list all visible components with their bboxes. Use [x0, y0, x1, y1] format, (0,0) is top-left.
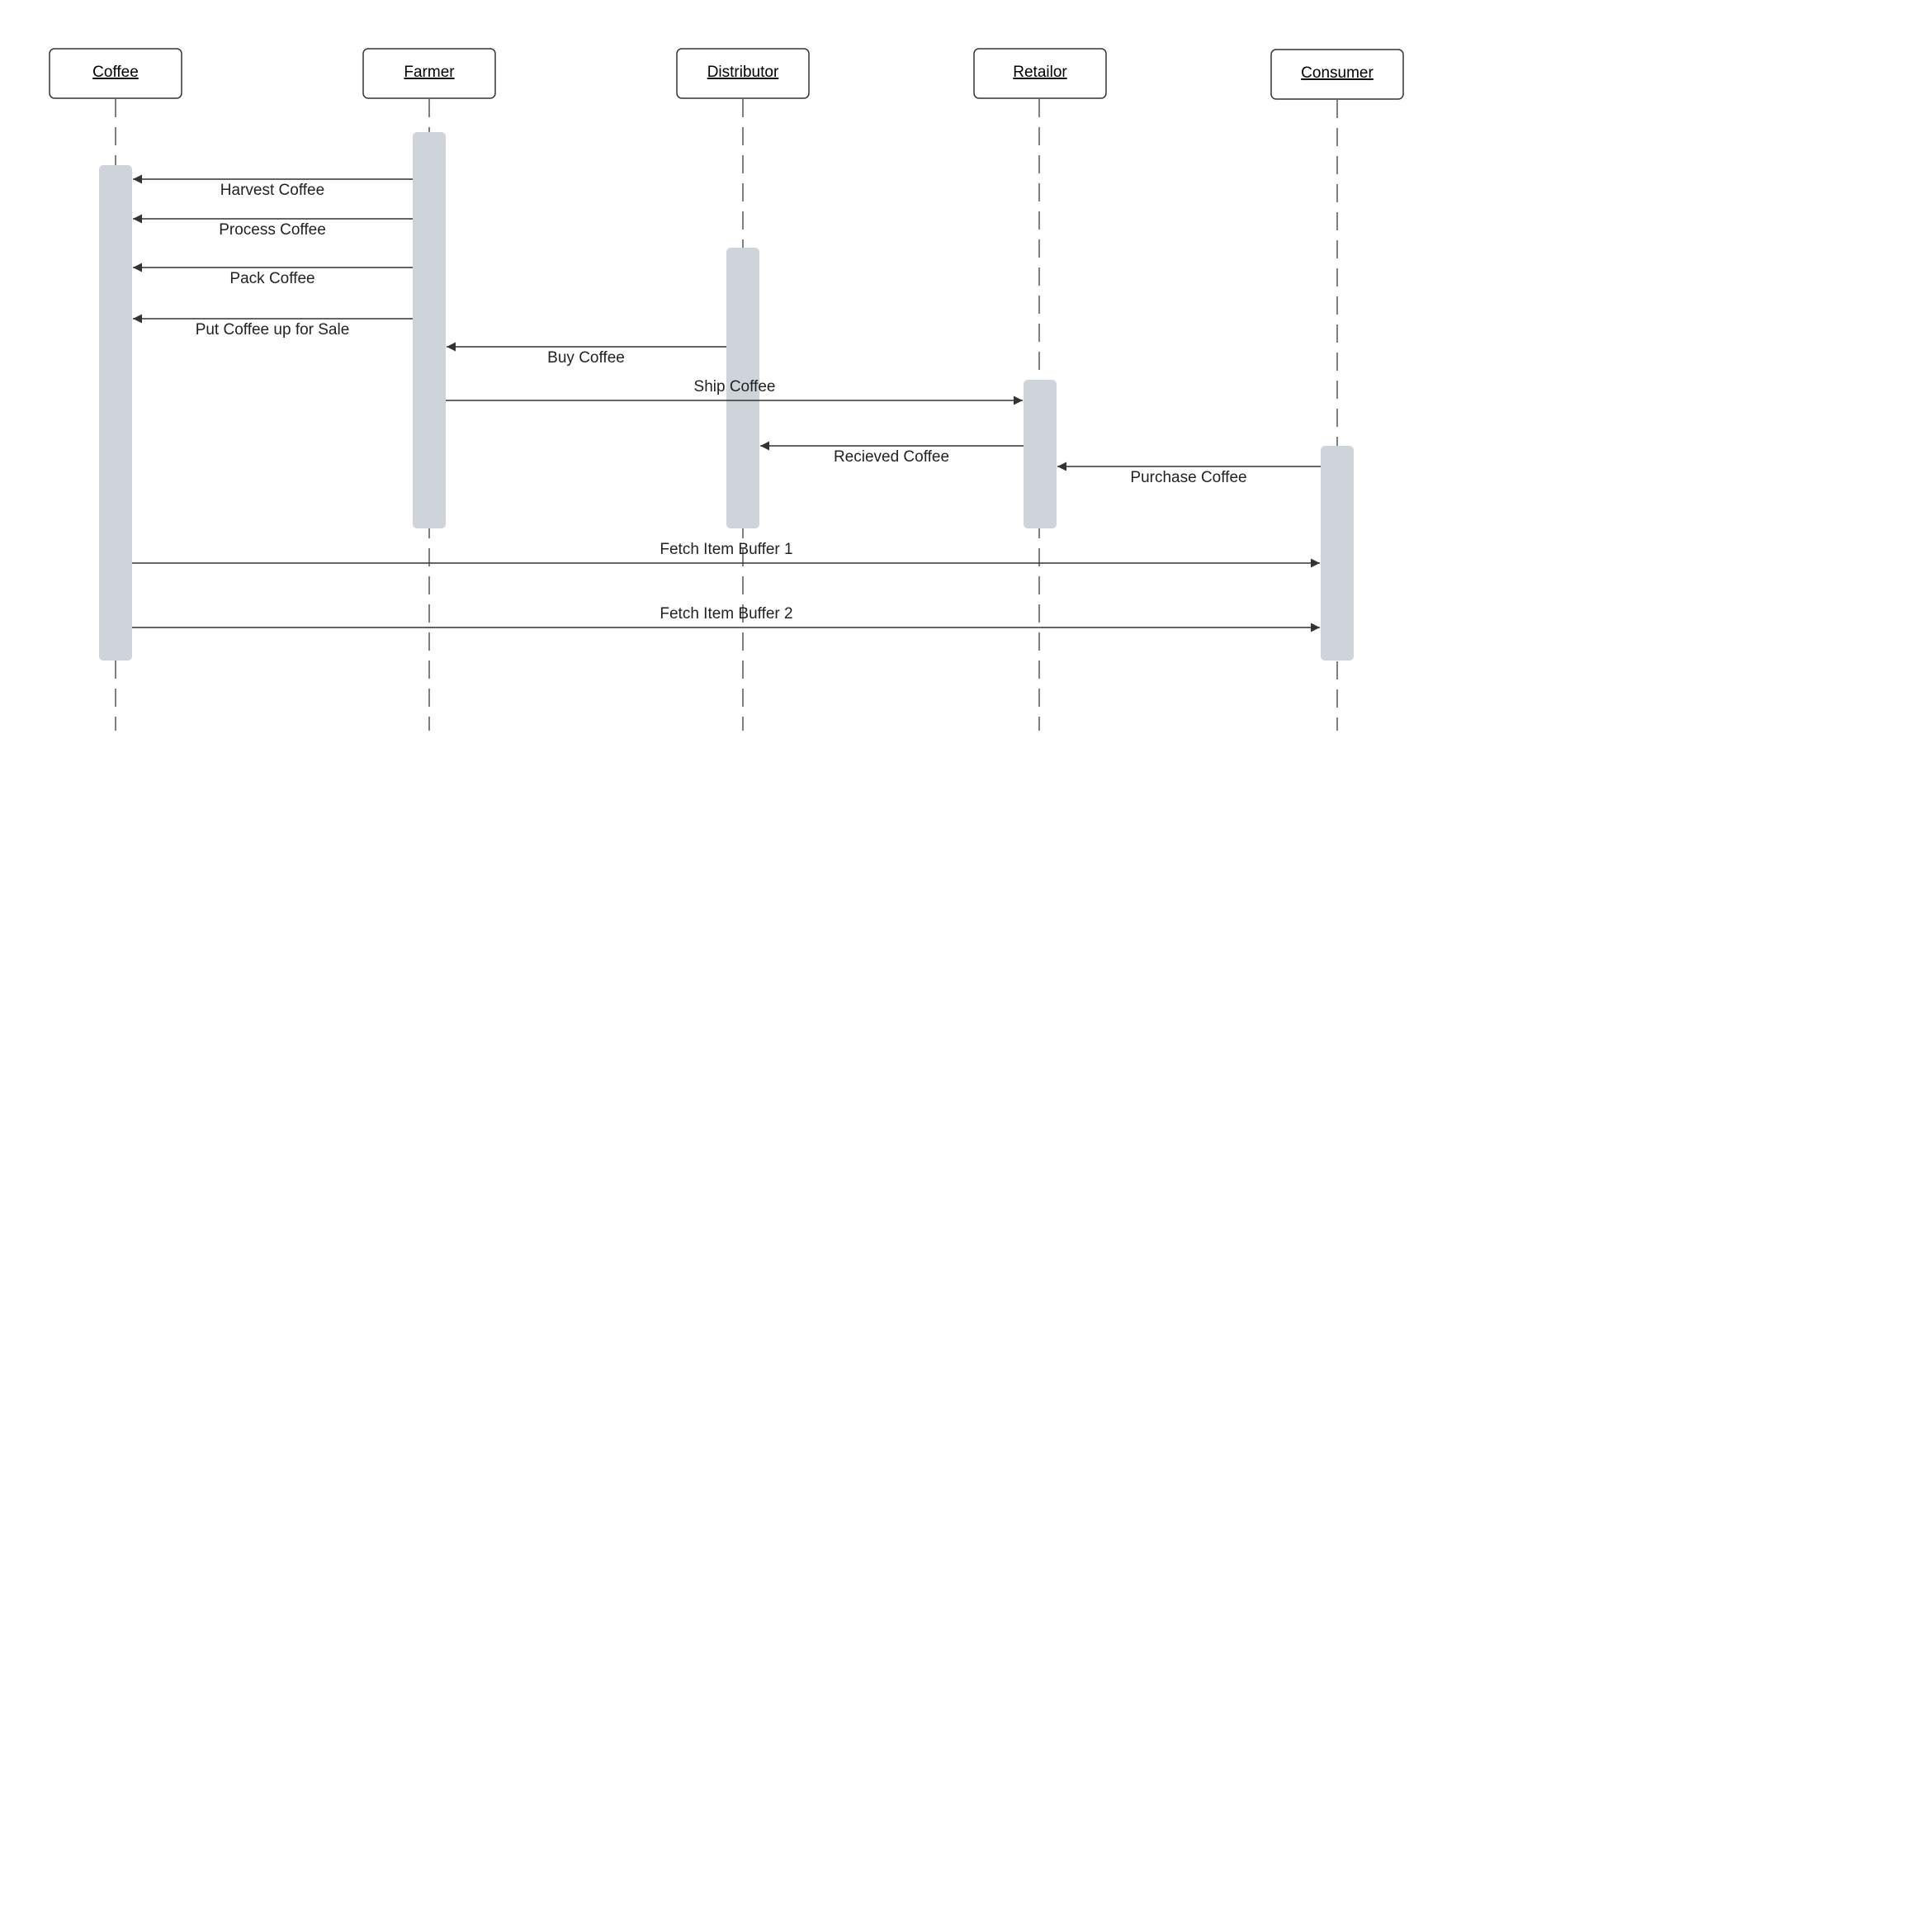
activation-bar-farmer: [413, 132, 446, 528]
activation-bar-distributor: [726, 248, 759, 528]
activation-bar-retailor: [1024, 380, 1057, 528]
message-label: Purchase Coffee: [1130, 469, 1246, 486]
participant-distributor[interactable]: Distributor: [676, 48, 810, 99]
message-recieved-coffee[interactable]: Recieved Coffee: [760, 441, 1024, 466]
message-label: Recieved Coffee: [834, 448, 949, 466]
participant-label: Consumer: [1301, 64, 1374, 82]
participant-label: Farmer: [404, 64, 455, 81]
message-pack-coffee[interactable]: Pack Coffee: [133, 263, 413, 287]
participant-label: Distributor: [707, 64, 779, 81]
participant-box: [362, 48, 496, 99]
message-label: Buy Coffee: [547, 349, 625, 367]
message-put-coffee-up-for-sale[interactable]: Put Coffee up for Sale: [133, 314, 413, 339]
participant-label: Retailor: [1013, 64, 1067, 81]
message-label: Process Coffee: [219, 221, 326, 239]
participant-label: Coffee: [92, 64, 139, 81]
participant-coffee[interactable]: Coffee: [49, 48, 182, 99]
message-fetch-item-buffer-1[interactable]: Fetch Item Buffer 1: [132, 541, 1320, 568]
message-label: Pack Coffee: [229, 270, 314, 287]
message-harvest-coffee[interactable]: Harvest Coffee: [133, 174, 413, 199]
participant-box: [676, 48, 810, 99]
message-label: Fetch Item Buffer 2: [660, 605, 792, 623]
participant-box: [49, 48, 182, 99]
activation-bar-coffee: [99, 165, 132, 661]
message-ship-coffee[interactable]: Ship Coffee: [446, 378, 1023, 405]
message-label: Put Coffee up for Sale: [196, 321, 350, 339]
participant-box: [1270, 49, 1404, 100]
activation-bar-consumer: [1321, 446, 1354, 661]
message-purchase-coffee[interactable]: Purchase Coffee: [1057, 462, 1321, 486]
message-label: Ship Coffee: [694, 378, 776, 395]
message-process-coffee[interactable]: Process Coffee: [133, 214, 413, 239]
participant-farmer[interactable]: Farmer: [362, 48, 496, 99]
participant-consumer[interactable]: Consumer: [1270, 49, 1404, 100]
message-label: Fetch Item Buffer 1: [660, 541, 792, 558]
message-fetch-item-buffer-2[interactable]: Fetch Item Buffer 2: [132, 605, 1320, 632]
message-buy-coffee[interactable]: Buy Coffee: [447, 342, 726, 367]
message-label: Harvest Coffee: [220, 182, 324, 199]
participant-box: [973, 48, 1107, 99]
participant-retailor[interactable]: Retailor: [973, 48, 1107, 99]
